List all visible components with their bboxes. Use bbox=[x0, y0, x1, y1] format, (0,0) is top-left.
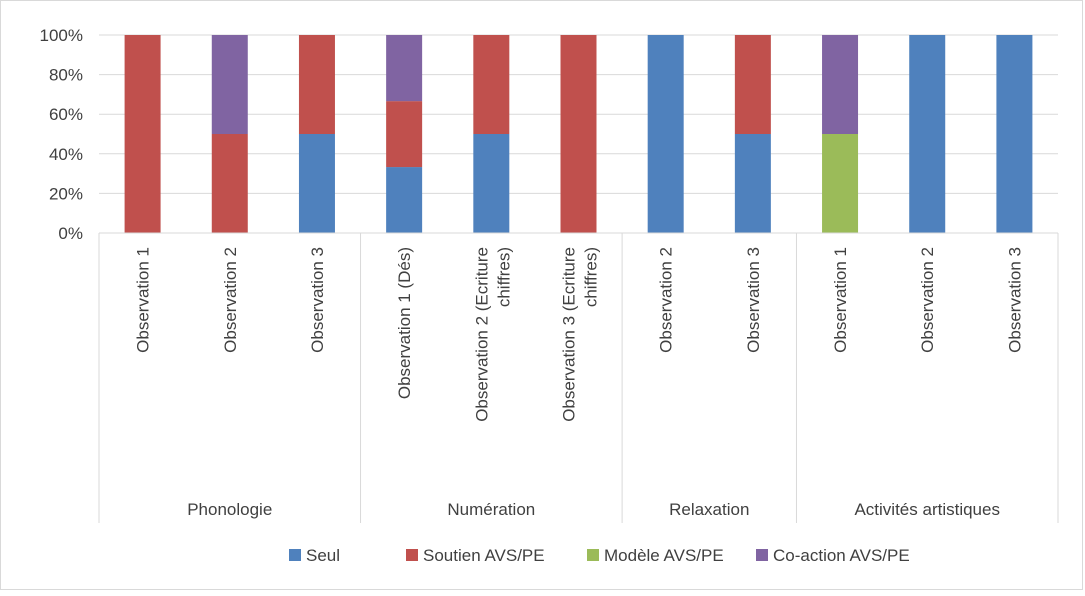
bar-segment bbox=[909, 35, 946, 233]
bar-segment bbox=[734, 134, 771, 233]
x-tick-label: Observation 2 bbox=[918, 247, 937, 353]
y-tick-label: 60% bbox=[49, 105, 83, 124]
legend-swatch bbox=[289, 549, 301, 561]
bar-segment bbox=[560, 35, 597, 233]
x-tick-label: Observation 2 bbox=[657, 247, 676, 353]
x-tick-label: chiffres) bbox=[582, 247, 601, 307]
legend-label: Seul bbox=[306, 546, 340, 565]
bar-segment bbox=[386, 35, 423, 102]
x-tick-label: Observation 2 bbox=[221, 247, 240, 353]
bar-segment bbox=[473, 35, 510, 134]
bar-segment bbox=[211, 35, 248, 134]
group-label: Numération bbox=[447, 500, 535, 519]
legend-label: Soutien AVS/PE bbox=[423, 546, 545, 565]
legend-swatch bbox=[406, 549, 418, 561]
bar-segment bbox=[298, 134, 335, 233]
x-tick-label: Observation 3 (Ecriture bbox=[560, 247, 579, 422]
bar-segment bbox=[124, 35, 161, 233]
x-tick-label: chiffres) bbox=[494, 247, 513, 307]
y-tick-label: 80% bbox=[49, 66, 83, 85]
legend-label: Co-action AVS/PE bbox=[773, 546, 910, 565]
group-label: Activités artistiques bbox=[854, 500, 1000, 519]
y-tick-label: 0% bbox=[58, 224, 83, 243]
bar-segment bbox=[211, 134, 248, 233]
x-tick-label: Observation 3 bbox=[1005, 247, 1024, 353]
legend-swatch bbox=[587, 549, 599, 561]
bar-segment bbox=[386, 167, 423, 233]
x-tick-label: Observation 1 (Dés) bbox=[395, 247, 414, 399]
bar-segment bbox=[647, 35, 684, 233]
x-tick-label: Observation 3 bbox=[308, 247, 327, 353]
y-tick-label: 20% bbox=[49, 184, 83, 203]
legend-swatch bbox=[756, 549, 768, 561]
x-tick-label: Observation 3 bbox=[744, 247, 763, 353]
bar-segment bbox=[822, 134, 859, 233]
bar-segment bbox=[734, 35, 771, 134]
x-tick-label: Observation 2 (Ecriture bbox=[472, 247, 491, 422]
legend-label: Modèle AVS/PE bbox=[604, 546, 724, 565]
y-tick-label: 100% bbox=[40, 26, 83, 45]
y-tick-label: 40% bbox=[49, 145, 83, 164]
x-tick-label: Observation 1 bbox=[831, 247, 850, 353]
x-tick-label: Observation 1 bbox=[134, 247, 153, 353]
group-label: Relaxation bbox=[669, 500, 749, 519]
group-label: Phonologie bbox=[187, 500, 272, 519]
bar-segment bbox=[298, 35, 335, 134]
bar-segment bbox=[386, 101, 423, 168]
bar-segment bbox=[473, 134, 510, 233]
bar-segment bbox=[996, 35, 1033, 233]
bar-segment bbox=[822, 35, 859, 134]
